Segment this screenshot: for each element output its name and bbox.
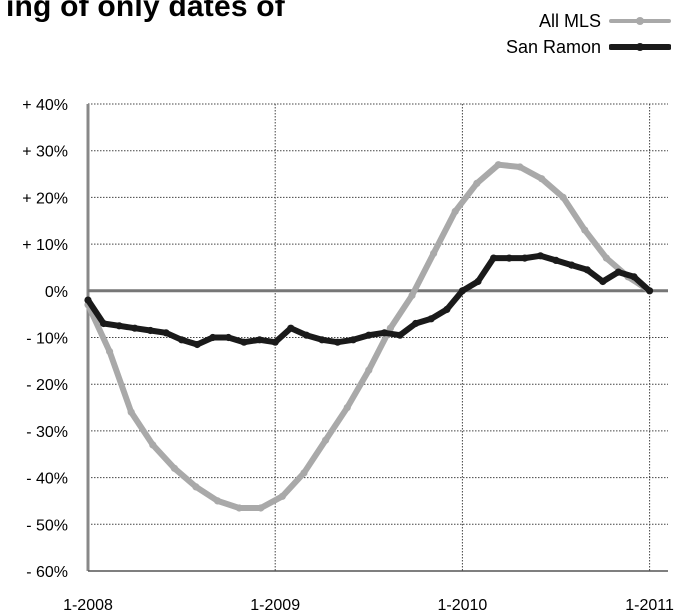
data-point-all-mls	[473, 179, 481, 187]
data-point-san-ramon	[365, 331, 373, 339]
data-point-all-mls	[322, 436, 330, 444]
data-point-san-ramon	[490, 254, 498, 262]
data-point-san-ramon	[162, 329, 170, 337]
data-point-all-mls	[581, 226, 589, 234]
data-point-all-mls	[538, 175, 546, 183]
data-point-san-ramon	[349, 336, 357, 344]
data-point-all-mls	[386, 324, 394, 332]
data-point-san-ramon	[568, 261, 576, 269]
data-point-all-mls	[365, 366, 373, 374]
legend: All MLS San Ramon	[451, 8, 671, 60]
data-point-san-ramon	[630, 273, 638, 281]
series-line-san-ramon	[85, 252, 653, 348]
data-point-san-ramon	[84, 296, 92, 304]
legend-label-all-mls: All MLS	[538, 11, 601, 31]
data-point-san-ramon	[552, 256, 560, 264]
data-point-san-ramon	[209, 333, 217, 342]
data-point-san-ramon	[256, 336, 264, 344]
x-tick-label: 1-2009	[250, 597, 300, 614]
y-tick-label: - 40%	[26, 471, 68, 488]
data-point-all-mls	[257, 504, 265, 512]
data-point-san-ramon	[240, 338, 248, 346]
data-point-all-mls	[127, 408, 135, 416]
legend-swatch-san-ramon	[609, 37, 671, 57]
y-tick-label: - 10%	[26, 331, 68, 348]
data-point-all-mls	[192, 483, 200, 491]
data-point-all-mls	[494, 161, 502, 169]
y-tick-label: + 40%	[22, 97, 68, 114]
data-point-san-ramon	[131, 324, 139, 332]
data-point-all-mls	[278, 492, 286, 500]
data-point-all-mls	[343, 404, 351, 412]
data-point-san-ramon	[302, 331, 310, 339]
data-point-all-mls	[235, 504, 243, 512]
x-tick-label: 1-2011	[625, 597, 674, 614]
y-tick-label: - 30%	[26, 424, 68, 441]
data-point-all-mls	[170, 464, 178, 472]
data-point-all-mls	[214, 497, 222, 505]
data-point-san-ramon	[505, 254, 513, 262]
data-point-san-ramon	[599, 277, 607, 286]
legend-swatch-all-mls	[609, 11, 671, 31]
data-point-all-mls	[408, 291, 416, 300]
data-point-all-mls	[451, 207, 459, 215]
data-point-san-ramon	[396, 331, 404, 339]
data-point-all-mls	[430, 249, 438, 257]
data-point-all-mls	[602, 254, 611, 262]
x-tick-label: 1-2010	[437, 597, 487, 614]
y-tick-label: - 60%	[26, 564, 68, 581]
data-point-san-ramon	[100, 319, 108, 328]
y-tick-label: + 30%	[22, 144, 68, 161]
data-point-san-ramon	[193, 340, 201, 349]
data-point-san-ramon	[614, 268, 623, 276]
legend-item-all-mls: All MLS	[451, 8, 671, 34]
legend-swatch-san-ramon-svg	[609, 43, 671, 51]
data-point-san-ramon	[224, 333, 232, 342]
data-point-all-mls	[559, 193, 567, 201]
legend-label-san-ramon: San Ramon	[505, 37, 601, 57]
x-tick-label: 1-2008	[63, 597, 113, 614]
data-point-san-ramon	[318, 336, 326, 344]
legend-item-san-ramon: San Ramon	[451, 34, 671, 60]
data-point-all-mls	[300, 469, 308, 477]
data-point-san-ramon	[458, 287, 466, 295]
data-point-san-ramon	[646, 287, 654, 295]
data-point-san-ramon	[474, 277, 482, 286]
data-point-san-ramon	[412, 319, 420, 328]
data-point-san-ramon	[427, 315, 435, 323]
data-point-san-ramon	[146, 326, 154, 335]
data-point-all-mls	[149, 441, 157, 449]
data-point-san-ramon	[271, 338, 279, 346]
data-point-all-mls	[106, 347, 114, 356]
data-point-san-ramon	[443, 305, 451, 314]
y-tick-label: - 50%	[26, 517, 68, 534]
chart-title: ing of only dates of	[6, 0, 285, 23]
data-point-san-ramon	[521, 254, 529, 262]
y-tick-label: 0%	[45, 284, 68, 301]
y-tick-label: + 20%	[22, 190, 68, 207]
data-point-all-mls	[516, 163, 524, 171]
data-point-san-ramon	[536, 252, 545, 260]
y-tick-label: + 10%	[22, 237, 68, 254]
data-point-san-ramon	[380, 329, 388, 337]
data-point-san-ramon	[115, 322, 123, 330]
data-point-san-ramon	[178, 336, 186, 344]
data-point-san-ramon	[583, 266, 591, 274]
data-point-san-ramon	[334, 338, 342, 346]
data-point-san-ramon	[287, 324, 295, 332]
y-tick-label: - 20%	[26, 377, 68, 394]
legend-swatch-all-mls-svg	[609, 17, 671, 25]
